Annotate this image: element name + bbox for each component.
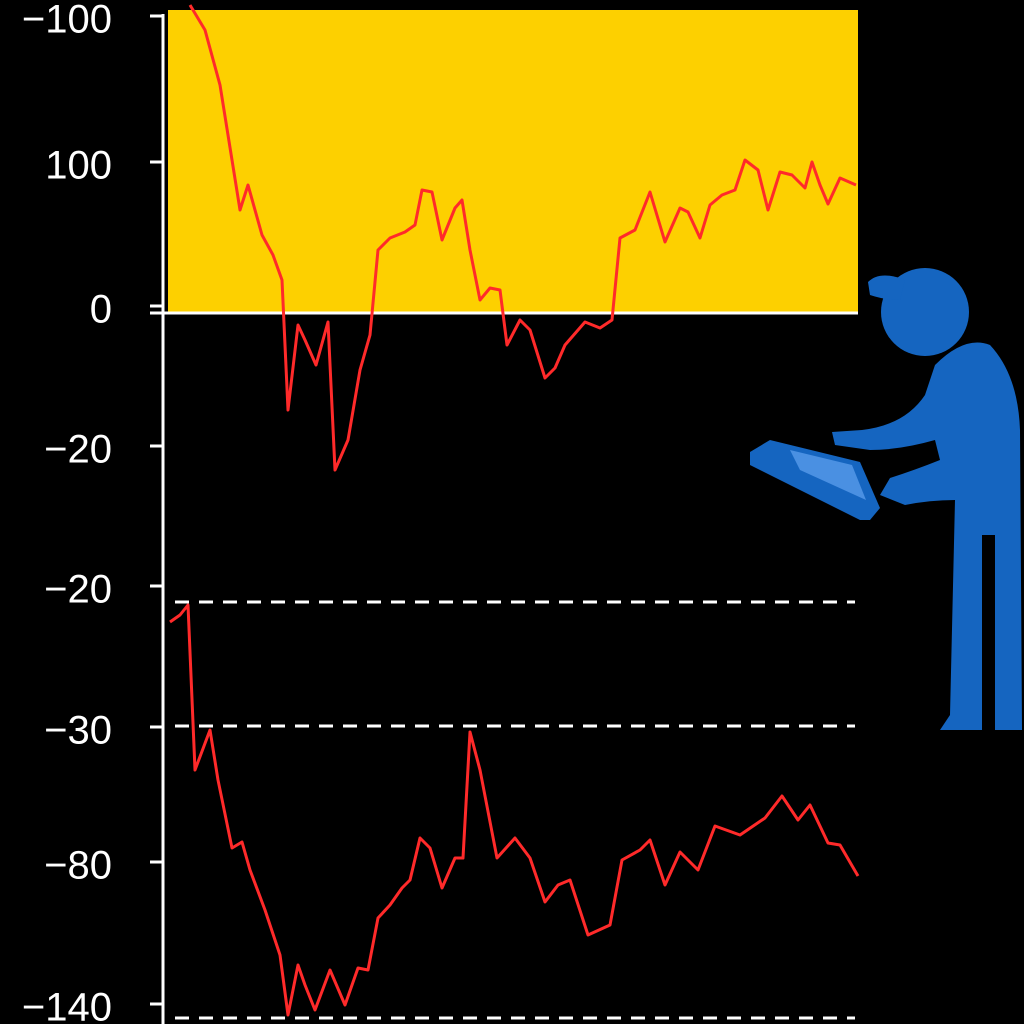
axis-label: −30 <box>44 709 112 753</box>
body <box>832 342 1022 730</box>
cap-brim <box>868 275 905 300</box>
keyboard <box>750 440 880 520</box>
upper-line <box>188 4 857 472</box>
axis-label: 0 <box>90 288 112 332</box>
axis-label: −100 <box>22 0 112 42</box>
axis-label: 100 <box>45 144 112 188</box>
person-icon <box>750 268 1022 730</box>
axis-label: −140 <box>22 986 112 1024</box>
axis-label: −80 <box>44 844 112 888</box>
dashed-lines <box>175 600 855 1020</box>
lower-line <box>169 603 860 1017</box>
axis-label: −20 <box>44 568 112 612</box>
keys <box>790 450 866 500</box>
highlight-area <box>168 10 858 313</box>
axis-label: −20 <box>44 428 112 472</box>
head <box>881 268 969 356</box>
axis-labels: −100 100 0 −20 −20 −30 −80 −140 <box>22 0 163 1024</box>
